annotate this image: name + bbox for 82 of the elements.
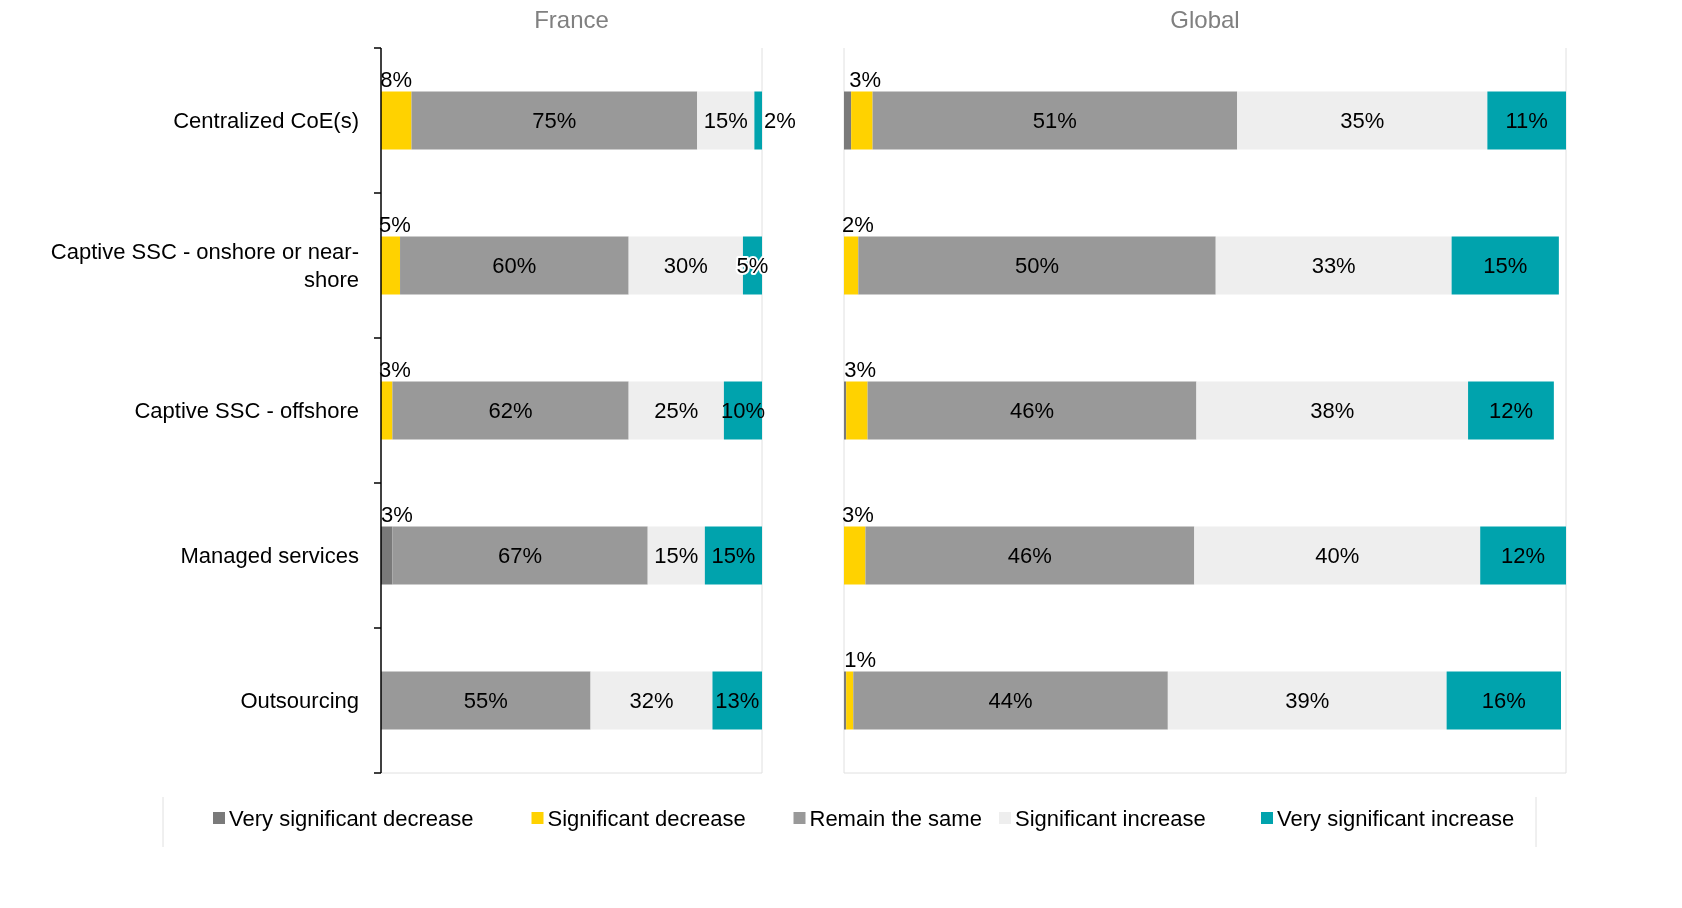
bar xyxy=(858,236,1216,295)
y-tick-label: Captive SSC - onshore or near-shore xyxy=(50,239,359,293)
data-label: 46% xyxy=(1007,543,1052,569)
data-label: 15% xyxy=(711,543,756,569)
legend-label: Significant decrease xyxy=(547,805,746,831)
legend-label: Very significant decrease xyxy=(229,805,474,831)
data-label: 62% xyxy=(488,398,533,424)
bar xyxy=(844,526,866,585)
bar xyxy=(851,91,873,150)
bar xyxy=(400,236,629,295)
bar xyxy=(754,91,762,150)
bar xyxy=(697,91,755,150)
bar xyxy=(867,381,1197,440)
bar xyxy=(647,526,705,585)
data-label: 33% xyxy=(1311,253,1356,279)
data-label: 3% xyxy=(381,502,413,528)
data-label: 51% xyxy=(1032,108,1077,134)
legend-label: Very significant increase xyxy=(1277,805,1515,831)
data-label: 55% xyxy=(463,688,508,714)
bar xyxy=(381,91,412,150)
bar xyxy=(1237,91,1488,150)
bar xyxy=(846,381,868,440)
data-label: 32% xyxy=(629,688,674,714)
data-label: 2% xyxy=(764,108,796,134)
data-label: 13% xyxy=(715,688,760,714)
bar xyxy=(1487,91,1566,150)
data-label: 60% xyxy=(492,253,537,279)
legend-label: Significant increase xyxy=(1015,805,1206,831)
bar xyxy=(392,526,648,585)
data-label: 75% xyxy=(532,108,577,134)
chart-title: Global xyxy=(1170,6,1240,33)
bar xyxy=(1480,526,1566,585)
data-label: 11% xyxy=(1505,108,1548,134)
bar xyxy=(1194,526,1481,585)
bar xyxy=(1468,381,1554,440)
bar xyxy=(704,526,762,585)
bar xyxy=(381,671,591,730)
data-label: 3% xyxy=(842,502,874,528)
data-label: 67% xyxy=(498,543,543,569)
data-label: 25% xyxy=(654,398,699,424)
bar xyxy=(411,91,698,150)
bar xyxy=(392,381,629,440)
bar xyxy=(844,91,852,150)
bar xyxy=(628,381,724,440)
bar xyxy=(844,236,859,295)
data-label: 44% xyxy=(988,688,1033,714)
data-label: 12% xyxy=(1488,398,1533,424)
bar xyxy=(844,381,847,440)
data-label: 50% xyxy=(1014,253,1060,279)
data-label: 2% xyxy=(842,212,874,238)
data-label: 1% xyxy=(844,647,877,673)
bar xyxy=(853,671,1168,730)
bar xyxy=(872,91,1238,150)
data-label: 16% xyxy=(1481,688,1526,714)
bar xyxy=(1446,671,1561,730)
y-tick-label: Centralized CoE(s) xyxy=(173,108,359,134)
data-label: 15% xyxy=(654,543,699,569)
bar xyxy=(1167,671,1447,730)
data-label: 35% xyxy=(1340,108,1385,134)
data-label: 39% xyxy=(1285,688,1330,714)
bar xyxy=(1196,381,1469,440)
y-tick-label: Managed services xyxy=(180,543,359,569)
data-label: 3% xyxy=(844,357,877,383)
bar xyxy=(846,671,854,730)
data-label: 46% xyxy=(1009,398,1055,424)
legend-label: Remain the same xyxy=(809,805,982,831)
y-tick-label: Outsourcing xyxy=(240,688,359,714)
y-tick-label: Captive SSC - offshore xyxy=(134,398,359,424)
bar xyxy=(381,236,401,295)
bar xyxy=(1451,236,1559,295)
data-label: 15% xyxy=(703,108,748,134)
data-label: 3% xyxy=(849,67,882,93)
data-label: 12% xyxy=(1501,543,1546,569)
data-label: 38% xyxy=(1310,398,1355,424)
data-label: 15% xyxy=(1483,253,1528,279)
chart-title: France xyxy=(534,6,609,33)
bar xyxy=(865,526,1195,585)
data-label: 40% xyxy=(1315,543,1360,569)
bar xyxy=(844,671,847,730)
data-label: 30% xyxy=(663,253,708,279)
bar xyxy=(590,671,713,730)
bar xyxy=(1215,236,1452,295)
